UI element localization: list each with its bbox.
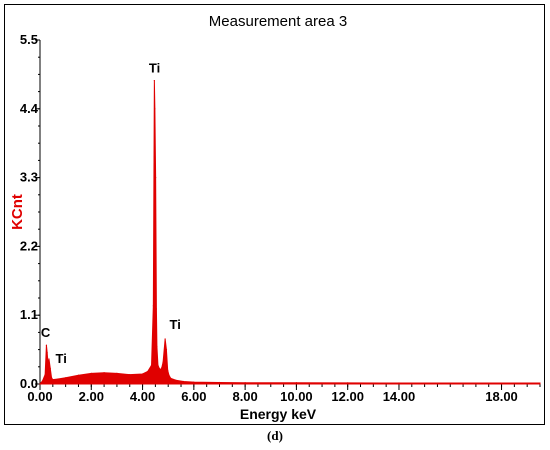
spectrum-point bbox=[539, 382, 541, 384]
chart-frame bbox=[4, 4, 545, 425]
spectrum-point bbox=[103, 372, 105, 374]
spectrum-point bbox=[46, 352, 48, 354]
spectrum-point bbox=[157, 364, 159, 366]
spectrum-point bbox=[116, 372, 118, 374]
spectrum-point bbox=[65, 377, 67, 379]
x-tick-label: 0.00 bbox=[27, 389, 52, 404]
peak-label: Ti bbox=[149, 61, 160, 76]
spectrum-point bbox=[39, 383, 41, 385]
x-tick-label: 6.00 bbox=[181, 389, 206, 404]
spectrum-point bbox=[155, 177, 157, 179]
spectrum-point bbox=[164, 338, 166, 340]
spectrum-point bbox=[44, 374, 46, 376]
spectrum-point bbox=[150, 364, 153, 366]
spectrum-point bbox=[159, 369, 162, 371]
x-tick-label: 8.00 bbox=[232, 389, 257, 404]
spectrum-point bbox=[49, 367, 51, 369]
spectrum-point bbox=[77, 374, 80, 376]
spectrum-point bbox=[162, 361, 164, 363]
spectrum-point bbox=[168, 374, 170, 376]
spectrum-point bbox=[155, 308, 158, 310]
spectrum-point bbox=[129, 374, 131, 376]
y-tick-label: 5.5 bbox=[20, 32, 38, 47]
spectrum-point bbox=[45, 344, 48, 346]
y-tick-label: 1.1 bbox=[20, 307, 38, 322]
spectrum-point bbox=[449, 382, 451, 384]
y-tick-label: 0.0 bbox=[20, 376, 38, 391]
x-tick-label: 10.00 bbox=[280, 389, 313, 404]
peak-label: Ti bbox=[56, 351, 67, 366]
x-axis-label: Energy keV bbox=[240, 406, 317, 422]
spectrum-point bbox=[156, 345, 158, 348]
spectrum-point bbox=[175, 379, 177, 381]
figure-caption: (d) bbox=[267, 428, 283, 443]
spectrum-point bbox=[153, 80, 155, 82]
chart-title: Measurement area 3 bbox=[209, 13, 347, 30]
spectrum-point bbox=[48, 358, 50, 360]
spectrum-point bbox=[154, 108, 156, 110]
spectrum-point bbox=[52, 379, 54, 381]
x-tick-label: 14.00 bbox=[383, 389, 416, 404]
spectrum-point bbox=[193, 381, 195, 383]
spectrum-point bbox=[244, 382, 246, 384]
spectrum-point bbox=[167, 369, 169, 371]
spectrum-point bbox=[182, 380, 185, 383]
spectrum-point bbox=[50, 377, 53, 379]
peak-label: Ti bbox=[169, 317, 180, 332]
spectrum-point bbox=[158, 367, 160, 369]
x-tick-label: 18.00 bbox=[485, 389, 518, 404]
peak-label: C bbox=[41, 325, 51, 340]
spectrum-point bbox=[170, 377, 172, 379]
spectrum-point bbox=[218, 381, 221, 384]
y-tick-label: 2.2 bbox=[20, 238, 38, 253]
spectrum-point bbox=[141, 373, 144, 375]
spectrum-point bbox=[398, 382, 400, 384]
spectrum-point bbox=[161, 367, 163, 369]
x-tick-label: 2.00 bbox=[79, 389, 104, 404]
spectrum-series-0 bbox=[39, 80, 541, 385]
spectrum-point bbox=[41, 380, 44, 382]
spectrum-chart: Measurement area 3 0.0 1.1 2.2 3.3 4.4 5.5 0.00… bbox=[9, 13, 541, 422]
y-tick-label: 3.3 bbox=[20, 170, 38, 185]
spectrum-point bbox=[152, 305, 154, 307]
spectrum-point bbox=[295, 382, 298, 384]
x-tick-label: 4.00 bbox=[130, 389, 155, 404]
spectrum-point bbox=[165, 349, 168, 351]
spectrum-point bbox=[47, 364, 49, 366]
spectrum-point bbox=[347, 382, 349, 384]
spectrum-point bbox=[90, 372, 92, 374]
x-tick-label: 12.00 bbox=[331, 389, 364, 404]
spectrum-point bbox=[57, 378, 59, 380]
y-tick-label: 4.4 bbox=[20, 101, 39, 116]
spectrum-point bbox=[500, 382, 503, 384]
spectrum-point bbox=[147, 370, 149, 373]
y-axis-label: KCnt bbox=[9, 194, 26, 230]
